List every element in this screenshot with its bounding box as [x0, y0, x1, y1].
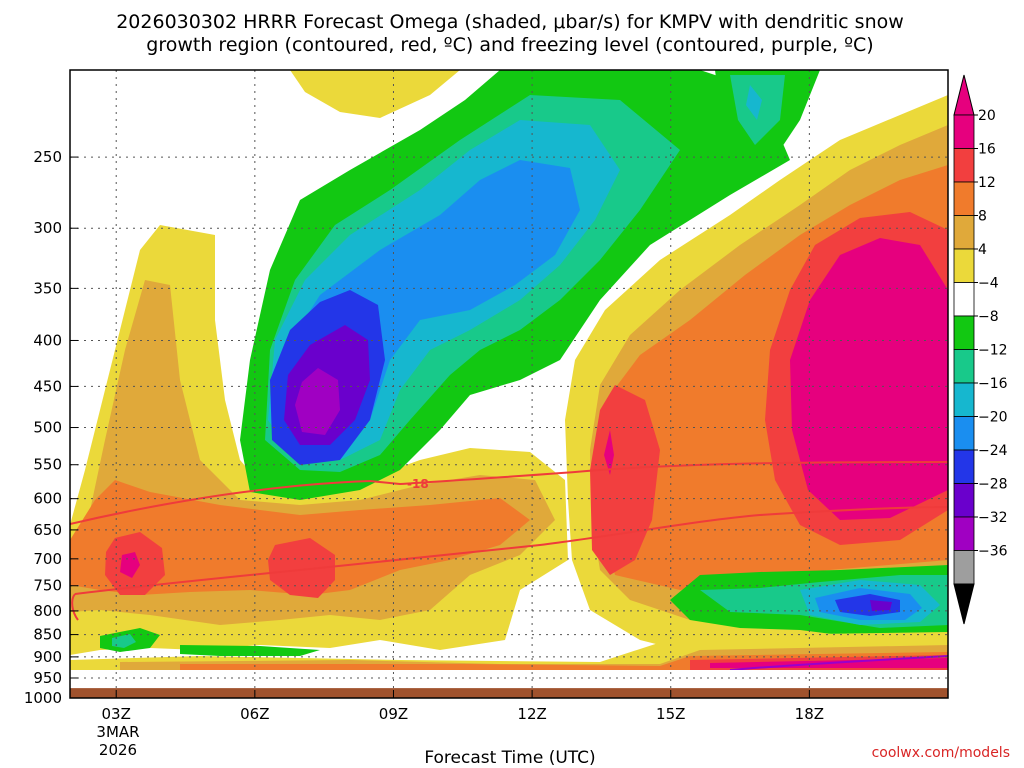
contour-label-minus18: -18: [407, 477, 429, 491]
colorbar-swatch: [953, 550, 975, 585]
x-tick-label: 15Z: [656, 705, 685, 723]
freezing-level-line: [729, 655, 948, 670]
x-tick-label: 09Z: [379, 705, 408, 723]
omega-shade-neg8: [112, 634, 136, 648]
colorbar-label: −12: [978, 343, 1008, 359]
colorbar-label: −32: [978, 510, 1008, 526]
colorbar-swatch: [953, 483, 975, 518]
colorbar-label: −8: [978, 309, 999, 325]
colorbar-label: 16: [978, 142, 996, 158]
y-tick-label: 350: [33, 279, 62, 297]
omega-shade-pos20: [604, 430, 614, 475]
y-tick-label: 450: [33, 377, 62, 395]
y-tick-label: 300: [33, 219, 62, 237]
colorbar-label: 12: [978, 175, 996, 191]
credit-text: coolwx.com/models: [872, 745, 1010, 761]
y-tick-label: 800: [33, 602, 62, 620]
colorbar-swatch: [953, 114, 975, 149]
colorbar-swatch: [953, 181, 975, 216]
colorbar-label: −4: [978, 276, 999, 292]
x-tick-label: 12Z: [517, 705, 546, 723]
colorbar-swatch: [953, 148, 975, 183]
plot-frame: [69, 69, 949, 699]
omega-shade-pos12: [70, 480, 530, 595]
y-tick-label: 400: [33, 331, 62, 349]
x-tick-labels: 03Z 06Z 09Z 12Z 15Z 18Z: [102, 705, 825, 723]
gridlines: [70, 70, 948, 699]
x-tick-label: 18Z: [795, 705, 824, 723]
colorbar-swatch: [953, 516, 975, 551]
omega-shade-pos16: [590, 385, 660, 575]
date-label-year: 2026: [99, 741, 137, 759]
colorbar-label: −24: [978, 443, 1008, 459]
y-tick-labels: 250 300 350 400 450 500 550 600 650 700 750 800 850 9…: [24, 148, 62, 707]
colorbar-swatch: [953, 248, 975, 283]
omega-shade-pos20: [790, 238, 948, 520]
colorbar-label: 20: [978, 108, 996, 124]
x-tick-label: 06Z: [240, 705, 269, 723]
y-tick-label: 900: [33, 648, 62, 666]
colorbar-label: 8: [978, 209, 987, 225]
colorbar: 20 16 12 8 4 −4 −8 −12 −16 −20 −24 −28 −32 −36: [953, 74, 1008, 625]
y-tick-label: 750: [33, 577, 62, 595]
dendritic-lower-contour: [74, 506, 948, 595]
freezing-level-contour: [729, 655, 948, 670]
y-tick-label: 650: [33, 521, 62, 539]
colorbar-label: 4: [978, 242, 987, 258]
y-tick-label: 500: [33, 419, 62, 437]
colorbar-swatch: [953, 215, 975, 250]
colorbar-swatch: [953, 315, 975, 350]
y-tick-label: 250: [33, 148, 62, 166]
omega-field: [70, 70, 948, 670]
dendritic-left-edge: [71, 593, 79, 621]
omega-shade-neg28: [295, 368, 340, 435]
colorbar-swatch: [953, 349, 975, 384]
y-tick-label: 600: [33, 490, 62, 508]
colorbar-label: −20: [978, 410, 1008, 426]
dendritic-growth-contours: [70, 461, 948, 621]
colorbar-swatch: [953, 416, 975, 451]
omega-shade-pos4: [290, 70, 460, 118]
y-tick-label: 550: [33, 456, 62, 474]
chart-title-line1: 2026030302 HRRR Forecast Omega (shaded, …: [116, 11, 904, 33]
colorbar-label: −36: [978, 544, 1008, 560]
omega-shade-neg4: [180, 645, 320, 656]
colorbar-swatch: [953, 282, 975, 317]
omega-shade-pos16: [268, 538, 335, 598]
colorbar-top-arrow: [953, 74, 975, 116]
colorbar-bottom-arrow: [953, 583, 975, 625]
omega-shade-neg24: [870, 600, 892, 611]
x-tick-label: 03Z: [102, 705, 131, 723]
colorbar-swatch: [953, 382, 975, 417]
dendritic-upper-contour: [70, 461, 948, 525]
colorbar-label: −16: [978, 376, 1008, 392]
colorbar-swatch: [953, 449, 975, 484]
date-label-day: 3MAR: [96, 723, 139, 741]
ground-surface: [70, 688, 948, 698]
colorbar-label: −28: [978, 477, 1008, 493]
omega-shade-neg12: [746, 85, 762, 120]
chart-title-line2: growth region (contoured, red, ºC) and f…: [146, 34, 873, 56]
x-axis-label: Forecast Time (UTC): [424, 748, 595, 768]
y-tick-label: 1000: [24, 689, 62, 707]
y-tick-label: 950: [33, 669, 62, 687]
y-tick-label: 700: [33, 550, 62, 568]
y-tick-label: 850: [33, 626, 62, 644]
